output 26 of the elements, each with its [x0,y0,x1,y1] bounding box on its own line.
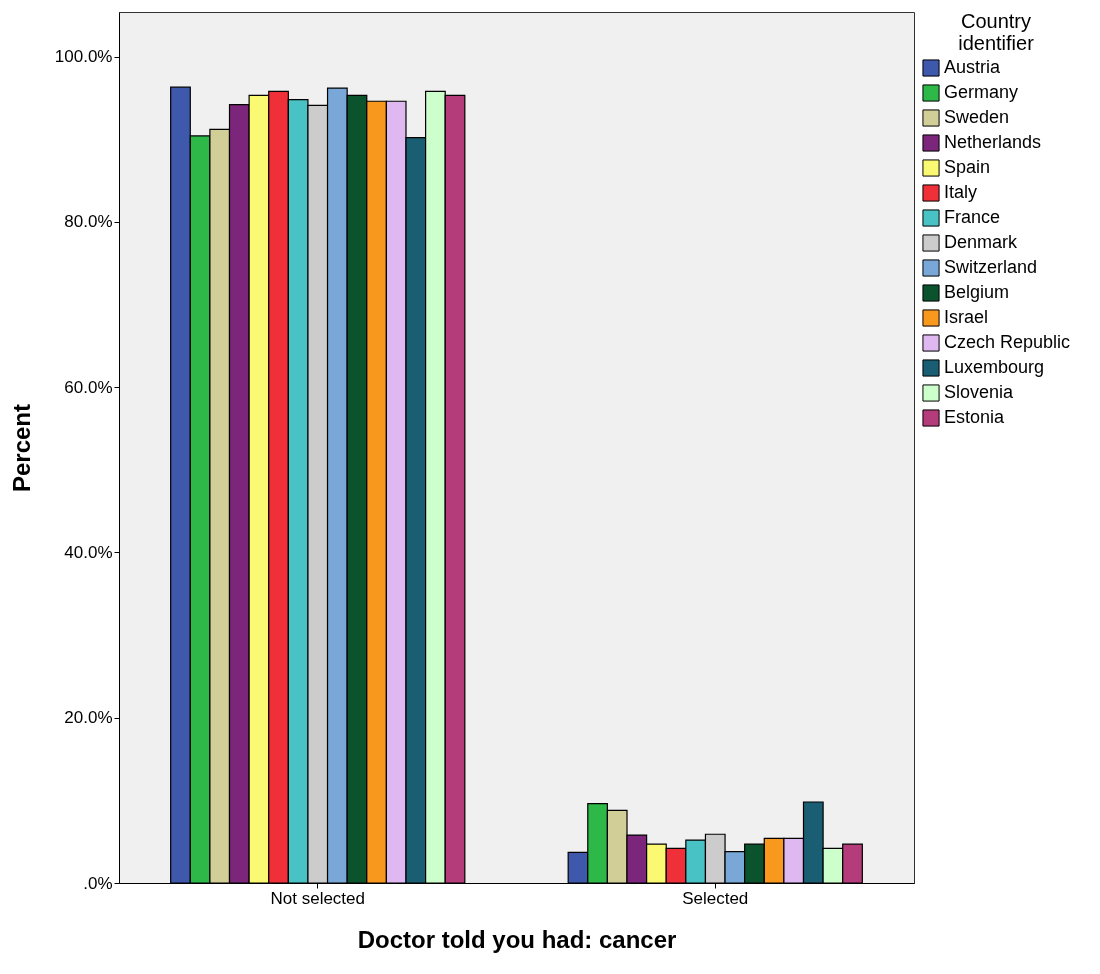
legend-label: Sweden [944,107,1010,127]
x-tick-label: Selected [682,888,749,908]
legend-label: France [944,207,1001,227]
y-tick-label: .0% [83,873,113,893]
y-tick-label: 40.0% [64,542,113,562]
legend-title: Country identifier [958,10,1035,54]
legend-label: Belgium [944,282,1010,302]
legend-label: Germany [944,82,1019,102]
legend-label: Denmark [944,232,1019,252]
legend-label: Luxembourg [944,357,1045,377]
x-axis-title: Doctor told you had: cancer [357,925,677,953]
y-tick-label: 20.0% [64,708,113,728]
y-tick-label: 80.0% [64,212,113,232]
legend-label: Netherlands [944,132,1042,152]
y-tick-label: 60.0% [64,377,113,397]
y-tick-label: 100.0% [54,47,113,67]
x-tick-label: Not selected [270,888,365,908]
legend-label: Austria [944,57,1002,77]
legend-label: Israel [944,307,989,327]
legend-label: Czech Republic [944,332,1071,352]
legend-label: Italy [944,182,978,202]
legend-label: Spain [944,157,991,177]
y-axis-title: Percent [7,403,35,493]
legend-label: Slovenia [944,382,1015,402]
legend-label: Estonia [944,407,1006,427]
legend-label: Switzerland [944,257,1038,277]
